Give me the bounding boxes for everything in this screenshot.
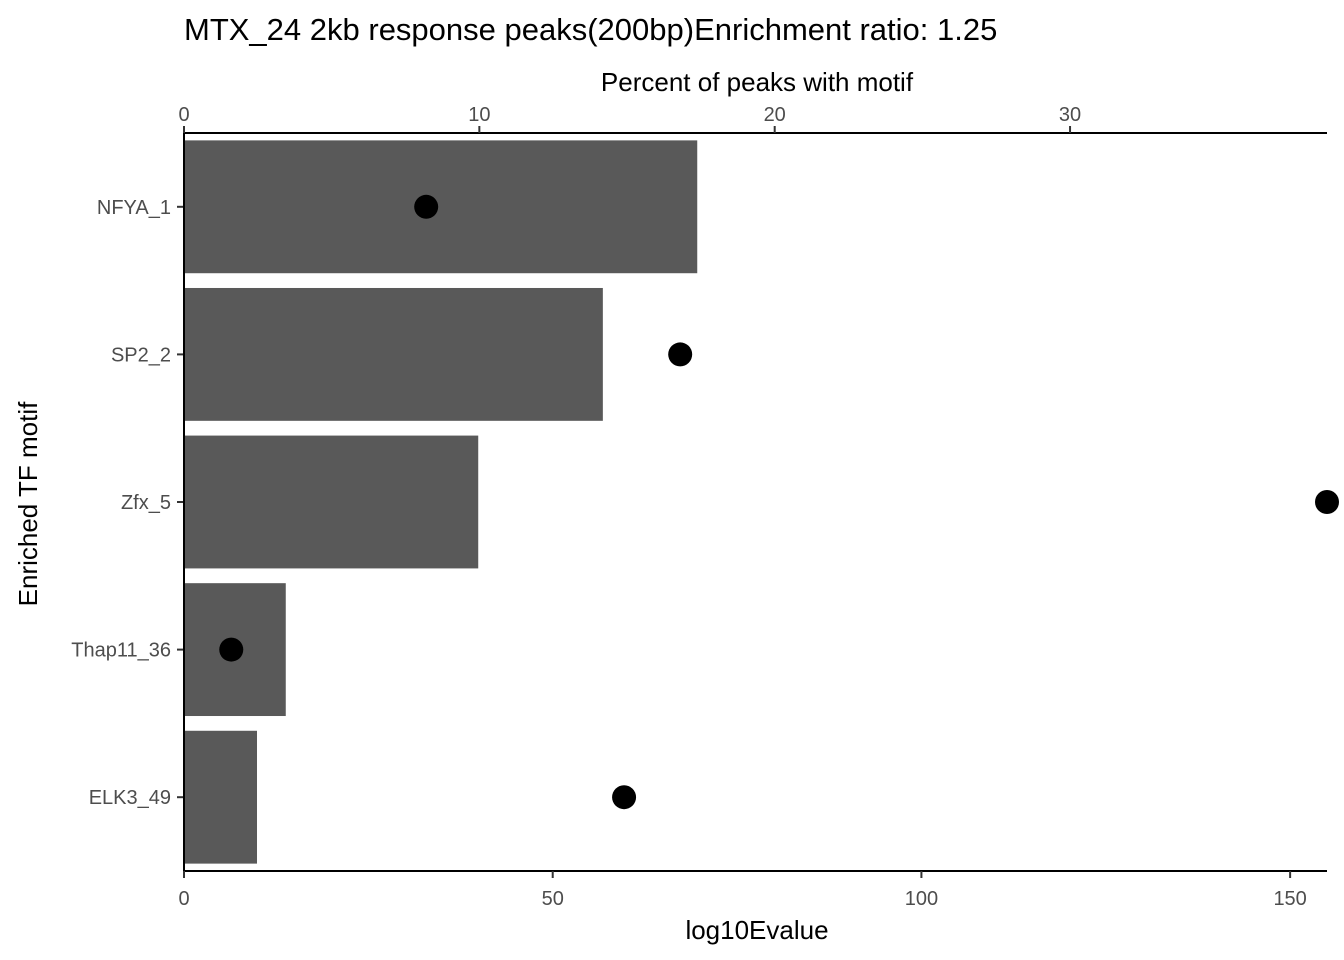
data-point xyxy=(668,342,693,367)
bar xyxy=(184,287,603,421)
x-tick-label: 50 xyxy=(542,888,564,910)
data-point xyxy=(414,194,439,219)
point-layer xyxy=(219,194,1339,810)
bottom-axis-title: log10Evalue xyxy=(685,915,828,945)
bar xyxy=(184,730,258,864)
y-tick-label: Zfx_5 xyxy=(121,492,171,514)
chart-title: MTX_24 2kb response peaks(200bp)Enrichme… xyxy=(184,12,997,47)
top-axis-title: Percent of peaks with motif xyxy=(601,67,914,97)
x2-tick-label: 30 xyxy=(1059,104,1081,126)
data-point xyxy=(612,785,637,810)
bar-layer xyxy=(184,140,698,864)
x2-tick-label: 10 xyxy=(468,104,490,126)
y-tick-label: Thap11_36 xyxy=(71,640,171,662)
bar xyxy=(184,140,698,274)
data-point xyxy=(1315,490,1339,514)
x-tick-label: 0 xyxy=(178,888,189,910)
x-tick-label: 150 xyxy=(1273,888,1306,910)
data-point xyxy=(219,637,244,662)
x2-tick-label: 20 xyxy=(764,104,786,126)
bar xyxy=(184,435,479,569)
y-tick-label: NFYA_1 xyxy=(97,197,171,219)
x-tick-label: 100 xyxy=(905,888,938,910)
y-axis-title: Enriched TF motif xyxy=(13,401,43,606)
y-tick-label: ELK3_49 xyxy=(89,787,171,809)
y-tick-label: SP2_2 xyxy=(111,344,171,366)
x2-tick-label: 0 xyxy=(178,104,189,126)
